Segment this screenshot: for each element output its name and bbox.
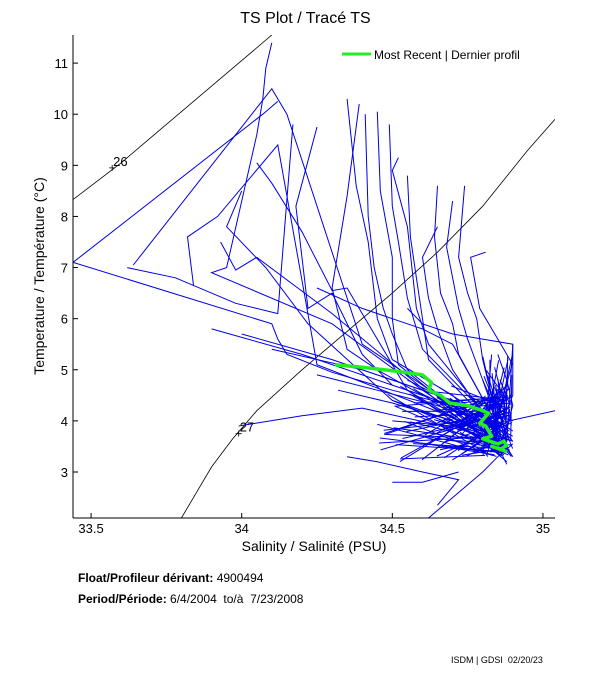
footer-credit: ISDM | GDSI 02/20/23	[451, 655, 543, 665]
profile-segment	[377, 423, 497, 457]
profile-segment	[490, 355, 513, 453]
profile-line-12	[364, 114, 499, 442]
y-axis-label: Temperature / Température (°C)	[31, 177, 47, 375]
profile-line-23	[316, 287, 499, 427]
x-tick-label: 33.5	[78, 521, 103, 536]
profile-segment	[494, 367, 506, 407]
y-tick-label: 4	[61, 414, 68, 429]
profile-line-4	[132, 87, 499, 437]
profile-segment	[501, 418, 511, 442]
plot-area: 26 27	[73, 35, 555, 518]
profile-line-18	[446, 201, 502, 432]
profile-segment	[400, 454, 486, 460]
profile-segment	[491, 406, 511, 418]
legend: Most Recent | Dernier profil	[342, 48, 520, 62]
profile-segment	[461, 437, 486, 455]
profile-segment	[488, 389, 503, 401]
profile-line-31	[347, 456, 460, 506]
profile-line-24	[238, 407, 504, 447]
y-tick-label: 10	[54, 107, 68, 122]
contour-label-26: 26	[113, 154, 127, 169]
profile-line-20	[458, 185, 499, 422]
contour-label-27: 27	[240, 420, 254, 435]
profile-line-16	[406, 175, 499, 432]
y-tick-label: 5	[61, 363, 68, 378]
x-axis-label: Salinity / Salinité (PSU)	[241, 538, 387, 554]
x-tick-label: 34.5	[380, 521, 405, 536]
profile-cluster	[377, 354, 514, 463]
profile-segment	[482, 443, 503, 457]
y-tick-label: 9	[61, 158, 68, 173]
profile-segment	[499, 402, 508, 427]
profile-segment	[466, 394, 490, 407]
float-label: Float/Profileur dérivant:	[78, 571, 214, 585]
profile-line-22	[407, 308, 514, 442]
profile-line-14	[388, 124, 484, 412]
y-tick-label: 11	[55, 56, 69, 71]
profile-line-30	[392, 410, 555, 427]
y-tick-label: 6	[61, 312, 68, 327]
period-label: Period/Période:	[78, 592, 167, 606]
profile-segment	[414, 412, 487, 418]
profile-line-2	[210, 42, 508, 447]
y-tick-label: 7	[61, 261, 68, 276]
y-tick-label: 3	[61, 465, 68, 480]
x-tick-label: 34	[234, 521, 248, 536]
profile-segment	[508, 408, 512, 426]
y-tick-label: 8	[61, 209, 68, 224]
profile-line-21	[470, 251, 514, 365]
period-info: Period/Période: 6/4/2004 to/à 7/23/2008	[78, 592, 303, 606]
legend-label-most-recent: Most Recent | Dernier profil	[374, 48, 520, 62]
profile-line-5	[186, 143, 513, 442]
most-recent-profile-line	[334, 362, 509, 454]
profile-line-9	[295, 126, 393, 386]
profile-line-19	[421, 226, 499, 437]
profile-line-32	[392, 471, 459, 483]
profile-segment	[492, 384, 500, 399]
chart-title: TS Plot / Tracé TS	[240, 10, 371, 27]
density-contour-26	[73, 35, 273, 200]
period-value: 6/4/2004 to/à 7/23/2008	[170, 592, 304, 606]
float-value: 4900494	[216, 571, 264, 585]
profile-line-3	[127, 124, 294, 315]
profile-segment	[456, 410, 498, 452]
profile-segment	[483, 376, 514, 449]
x-tick-label: 35	[536, 521, 550, 536]
contour-marker	[235, 430, 242, 437]
profile-line-6	[220, 241, 468, 427]
profile-line-15	[391, 157, 484, 412]
profile-segment	[510, 374, 513, 441]
float-info: Float/Profileur dérivant: 4900494	[78, 571, 263, 585]
contour-marker	[109, 164, 116, 171]
profile-segment	[379, 437, 502, 454]
profile-segment	[384, 396, 494, 436]
profile-segment	[499, 379, 511, 406]
profile-segment	[462, 398, 493, 434]
profile-segment	[485, 370, 508, 400]
profile-segment	[491, 433, 512, 457]
profile-segment	[379, 436, 487, 444]
profile-line-11	[331, 103, 423, 396]
profile-segment	[424, 399, 486, 436]
profile-segment	[437, 395, 497, 452]
profile-line-1	[73, 101, 279, 263]
profile-segment	[502, 390, 507, 429]
density-contour-27	[181, 119, 555, 518]
profile-segment	[485, 410, 513, 457]
